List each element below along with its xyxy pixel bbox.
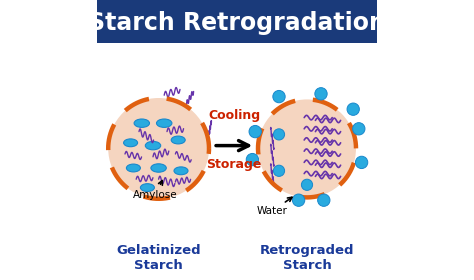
- Circle shape: [292, 194, 305, 206]
- Text: Water: Water: [256, 197, 292, 216]
- Ellipse shape: [134, 119, 149, 127]
- Circle shape: [258, 99, 356, 197]
- Circle shape: [318, 194, 330, 206]
- Text: Gelatinized
Starch: Gelatinized Starch: [116, 244, 201, 272]
- Circle shape: [273, 129, 284, 140]
- Text: Cooling: Cooling: [208, 109, 260, 122]
- Circle shape: [347, 103, 359, 115]
- Ellipse shape: [151, 164, 166, 172]
- Circle shape: [315, 88, 327, 100]
- Text: Retrograded
Starch: Retrograded Starch: [260, 244, 354, 272]
- Circle shape: [356, 156, 368, 169]
- Ellipse shape: [174, 167, 188, 175]
- Ellipse shape: [140, 184, 155, 192]
- Circle shape: [246, 153, 258, 166]
- Circle shape: [301, 179, 312, 190]
- Text: Storage: Storage: [207, 158, 262, 171]
- Circle shape: [273, 165, 284, 176]
- Circle shape: [353, 123, 365, 135]
- Ellipse shape: [146, 141, 161, 150]
- Ellipse shape: [124, 139, 137, 147]
- FancyBboxPatch shape: [97, 0, 377, 43]
- Circle shape: [249, 125, 261, 138]
- Circle shape: [108, 98, 209, 199]
- Ellipse shape: [171, 136, 185, 144]
- Ellipse shape: [127, 164, 140, 172]
- Text: Starch Retrogradation: Starch Retrogradation: [88, 11, 386, 35]
- Circle shape: [273, 90, 285, 103]
- Text: Amylose: Amylose: [133, 181, 178, 200]
- Ellipse shape: [156, 119, 172, 127]
